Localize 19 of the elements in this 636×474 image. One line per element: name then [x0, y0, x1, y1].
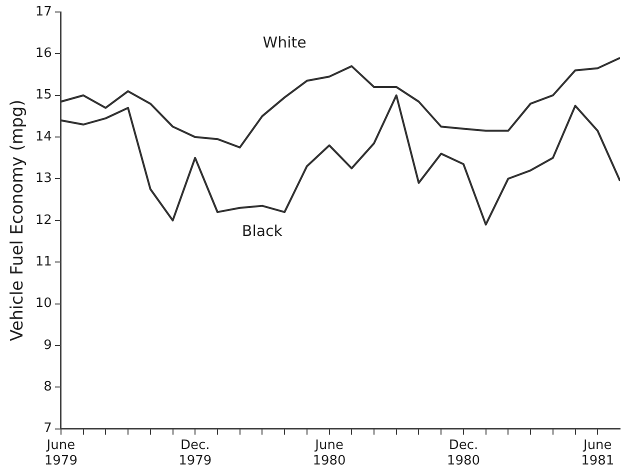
y-tick-label: 11: [35, 254, 52, 270]
y-tick-label: 17: [35, 4, 52, 20]
series-label: Black: [242, 222, 283, 240]
y-tick-label: 14: [35, 129, 52, 144]
y-tick-label: 13: [35, 171, 52, 186]
x-tick-label: Dec. 1980: [446, 438, 480, 469]
y-axis-title: Vehicle Fuel Economy (mpg): [8, 100, 28, 342]
x-tick-label: June 1980: [312, 438, 346, 469]
x-tick-label: Dec. 1979: [178, 438, 212, 469]
y-tick-label: 8: [44, 379, 52, 394]
y-tick-label: 10: [35, 296, 52, 312]
y-tick-label: 16: [35, 46, 52, 62]
series-label: White: [262, 34, 306, 52]
y-tick-label: 15: [35, 88, 52, 103]
y-tick-label: 7: [44, 421, 52, 436]
y-tick-label: 12: [35, 212, 52, 228]
y-tick-label: 9: [44, 338, 52, 353]
x-tick-label: June 1979: [44, 438, 78, 469]
x-tick-label: June 1981: [581, 438, 614, 469]
